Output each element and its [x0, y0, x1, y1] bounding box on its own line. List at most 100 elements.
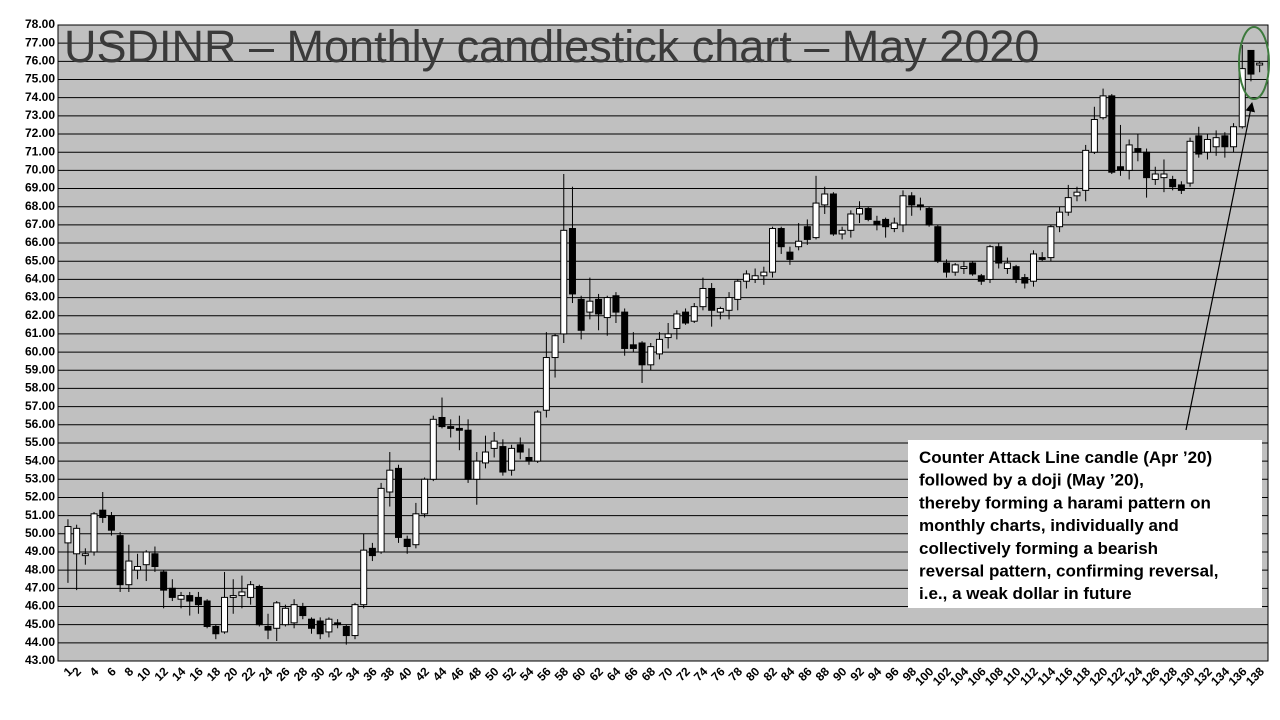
candle-body	[238, 591, 246, 597]
x-tick-label: 138	[1243, 664, 1267, 688]
candle-body	[81, 553, 89, 557]
candle-body	[568, 228, 576, 295]
y-tick-label: 66.00	[25, 235, 55, 249]
candle-body	[490, 440, 498, 449]
candle-body	[1160, 173, 1168, 179]
y-tick-label: 61.00	[25, 326, 55, 340]
candle-body	[986, 246, 994, 280]
candle-body	[1256, 62, 1264, 66]
candle-body	[716, 307, 724, 313]
candle-body	[168, 587, 176, 598]
candle-body	[951, 264, 959, 273]
candle-body	[873, 220, 881, 226]
labels: 43.00 44.00 45.00 46.00 47.00 48.00 49.00 50.00…	[25, 17, 1267, 688]
y-tick-label: 59.00	[25, 362, 55, 376]
candle-body	[525, 456, 533, 462]
candle-body	[925, 208, 933, 226]
y-tick-label: 70.00	[25, 163, 55, 177]
annotation-line: Counter Attack Line candle (Apr ’20)	[919, 448, 1212, 467]
candle-body	[1116, 166, 1124, 171]
candle-body	[464, 429, 472, 480]
candle-body	[203, 600, 211, 627]
candle-body	[856, 208, 864, 215]
candle-body	[629, 344, 637, 349]
annotation-line: collectively forming a bearish	[919, 539, 1158, 558]
candle-body	[638, 342, 646, 366]
annotation-box	[908, 440, 1262, 608]
candle-body	[647, 346, 655, 366]
candle-body	[229, 595, 237, 598]
candle-body	[160, 571, 168, 591]
y-tick-label: 52.00	[25, 490, 55, 504]
candle-body	[829, 193, 837, 235]
y-tick-label: 50.00	[25, 526, 55, 540]
candle-body	[1143, 151, 1151, 179]
candle-body	[394, 467, 402, 538]
candle-body	[1047, 226, 1055, 259]
y-tick-label: 48.00	[25, 562, 55, 576]
candle-body	[508, 447, 516, 471]
candle-body	[299, 605, 307, 617]
candle-body	[786, 251, 794, 260]
annotation: Counter Attack Line candle (Apr ’20) foll…	[919, 448, 1219, 603]
candle-body	[890, 222, 898, 230]
candle-body	[595, 298, 603, 315]
candle-body	[742, 273, 750, 282]
x-tick-label: 6	[104, 664, 119, 679]
y-tick-label: 45.00	[25, 617, 55, 631]
candle-body	[690, 306, 698, 322]
candle-body	[447, 426, 455, 429]
candle-body	[290, 604, 298, 624]
candle-body	[1125, 144, 1133, 171]
candle-body	[777, 228, 785, 248]
y-tick-label: 69.00	[25, 181, 55, 195]
candle-body	[334, 622, 342, 626]
y-tick-label: 74.00	[25, 90, 55, 104]
candle-body	[1212, 137, 1220, 148]
candle-body	[838, 229, 846, 235]
candle-body	[1003, 262, 1011, 269]
y-tick-label: 63.00	[25, 290, 55, 304]
candle-body	[325, 618, 333, 633]
y-tick-label: 73.00	[25, 108, 55, 122]
candle-body	[177, 595, 185, 600]
y-tick-label: 51.00	[25, 508, 55, 522]
candle-body	[221, 596, 229, 633]
y-tick-label: 64.00	[25, 272, 55, 286]
candle-body	[281, 607, 289, 626]
y-tick-label: 72.00	[25, 126, 55, 140]
y-tick-label: 43.00	[25, 653, 55, 667]
chart-title: USDINR – Monthly candlestick chart – May…	[64, 21, 1039, 72]
y-tick-label: 56.00	[25, 417, 55, 431]
x-tick-label: 8	[122, 664, 137, 679]
annotation-line: monthly charts, individually and	[919, 516, 1179, 535]
candle-body	[534, 411, 542, 462]
candle-body	[351, 604, 359, 637]
candle-body	[1186, 140, 1194, 184]
candle-body	[194, 596, 202, 606]
y-tick-label: 44.00	[25, 635, 55, 649]
candle-body	[473, 460, 481, 480]
candle-body	[847, 213, 855, 231]
candle-body	[377, 487, 385, 553]
annotation-line: thereby forming a harami pattern on	[919, 493, 1211, 512]
candle-body	[1195, 135, 1203, 155]
candle-body	[943, 262, 951, 273]
arrow	[1185, 102, 1255, 431]
candle-body	[421, 478, 429, 515]
candle-body	[386, 469, 394, 493]
y-tick-label: 78.00	[25, 17, 55, 31]
candle-body	[125, 560, 133, 586]
candle-body	[1169, 178, 1177, 188]
candle-body	[995, 246, 1003, 264]
candle-body	[934, 226, 942, 262]
x-tick-label: 4	[87, 664, 102, 679]
candle-body	[1221, 135, 1229, 148]
candle-body	[499, 446, 507, 473]
candle-body	[603, 297, 611, 319]
candle-body	[1177, 184, 1185, 191]
candle-body	[107, 515, 115, 531]
candle-body	[708, 287, 716, 311]
y-tick-label: 76.00	[25, 54, 55, 68]
candle-body	[769, 228, 777, 273]
